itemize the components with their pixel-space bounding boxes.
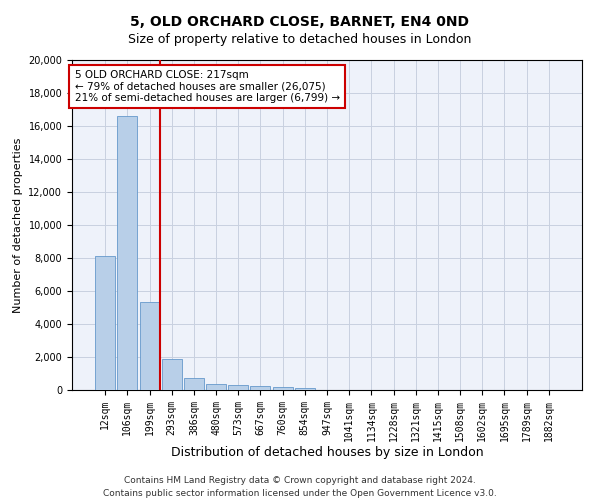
X-axis label: Distribution of detached houses by size in London: Distribution of detached houses by size …: [170, 446, 484, 460]
Bar: [95, 256, 115, 390]
Bar: [184, 378, 204, 390]
Bar: [162, 360, 182, 390]
Bar: [140, 302, 160, 390]
Text: Size of property relative to detached houses in London: Size of property relative to detached ho…: [128, 32, 472, 46]
Bar: [118, 116, 137, 390]
Y-axis label: Number of detached properties: Number of detached properties: [13, 138, 23, 312]
Bar: [228, 386, 248, 390]
Bar: [250, 386, 271, 390]
Text: 5 OLD ORCHARD CLOSE: 217sqm
← 79% of detached houses are smaller (26,075)
21% of: 5 OLD ORCHARD CLOSE: 217sqm ← 79% of det…: [74, 70, 340, 103]
Bar: [272, 386, 293, 390]
Text: 5, OLD ORCHARD CLOSE, BARNET, EN4 0ND: 5, OLD ORCHARD CLOSE, BARNET, EN4 0ND: [131, 15, 470, 29]
Bar: [295, 388, 315, 390]
Bar: [206, 384, 226, 390]
Text: Contains HM Land Registry data © Crown copyright and database right 2024.
Contai: Contains HM Land Registry data © Crown c…: [103, 476, 497, 498]
